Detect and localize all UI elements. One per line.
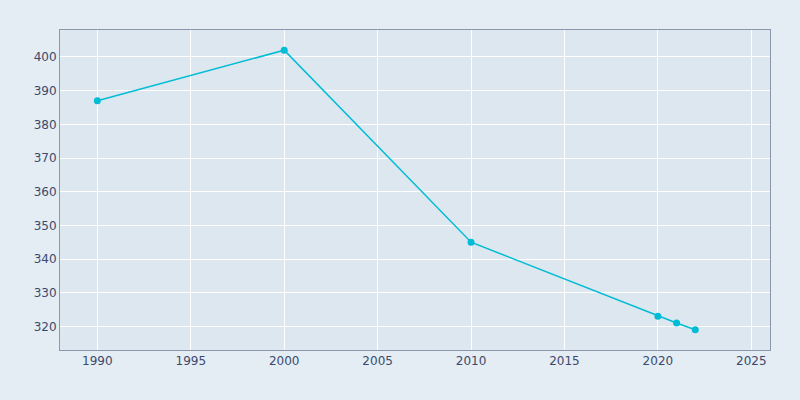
- svg-text:2010: 2010: [456, 354, 487, 368]
- svg-text:390: 390: [34, 84, 57, 98]
- svg-text:2015: 2015: [549, 354, 580, 368]
- svg-text:360: 360: [34, 185, 57, 199]
- svg-text:400: 400: [34, 50, 57, 64]
- svg-text:1995: 1995: [176, 354, 207, 368]
- svg-text:340: 340: [34, 252, 57, 266]
- svg-text:2000: 2000: [269, 354, 300, 368]
- svg-text:380: 380: [34, 118, 57, 132]
- svg-text:1990: 1990: [82, 354, 113, 368]
- svg-text:370: 370: [34, 151, 57, 165]
- svg-text:320: 320: [34, 320, 57, 334]
- svg-text:330: 330: [34, 286, 57, 300]
- svg-text:2025: 2025: [736, 354, 767, 368]
- svg-text:2005: 2005: [362, 354, 393, 368]
- svg-text:350: 350: [34, 219, 57, 233]
- svg-text:2020: 2020: [643, 354, 674, 368]
